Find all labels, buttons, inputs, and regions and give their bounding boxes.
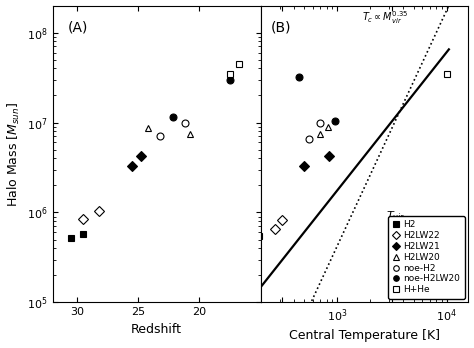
Text: $T_{vir}$: $T_{vir}$ (386, 210, 405, 223)
Legend: H2, H2LW22, H2LW21, H2LW20, noe-H2, noe-H2LW20, H+He: H2, H2LW22, H2LW21, H2LW20, noe-H2, noe-… (388, 216, 465, 299)
Y-axis label: Halo Mass [$M_{sun}$]: Halo Mass [$M_{sun}$] (6, 102, 22, 206)
Text: $T_c \propto M_{vir}^{0.35}$: $T_c \propto M_{vir}^{0.35}$ (362, 10, 409, 26)
X-axis label: Central Temperature [K]: Central Temperature [K] (289, 330, 440, 342)
Text: (A): (A) (67, 21, 88, 34)
Text: (B): (B) (271, 21, 292, 34)
X-axis label: Redshift: Redshift (131, 323, 182, 336)
